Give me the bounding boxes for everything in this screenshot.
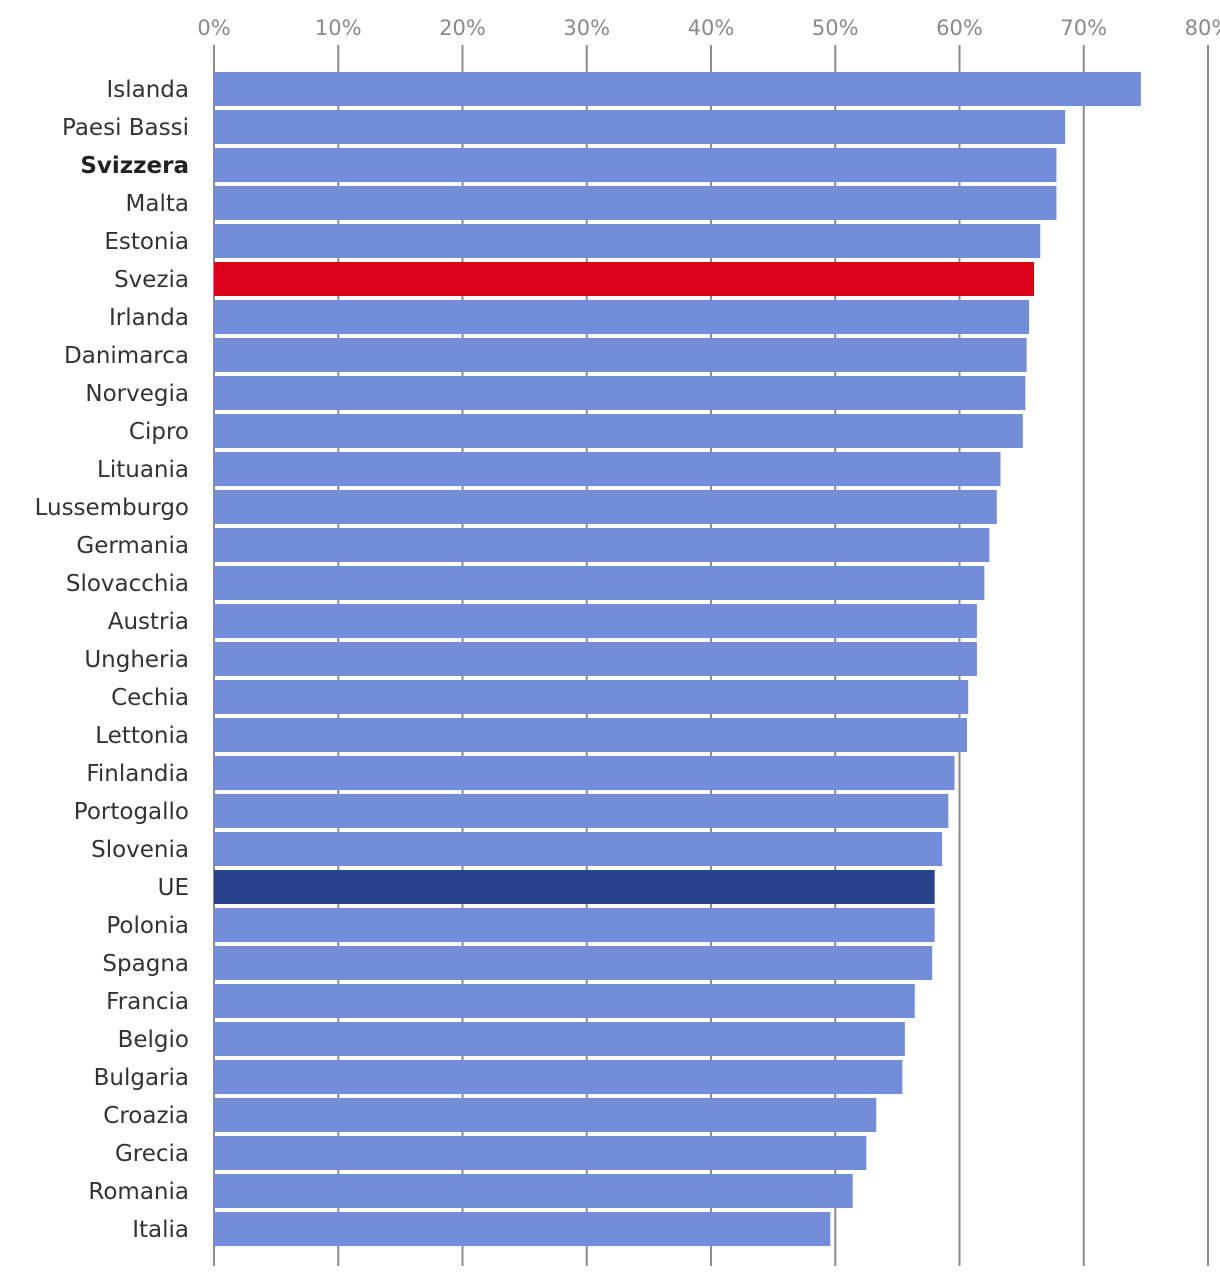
bar-bulgaria <box>214 1060 903 1094</box>
bar-lituania <box>214 452 1001 486</box>
bar-ungheria <box>214 642 977 676</box>
category-label: Estonia <box>104 229 189 255</box>
category-label: Irlanda <box>109 305 189 331</box>
category-label: Finlandia <box>86 761 189 787</box>
x-tick-label: 30% <box>563 16 610 40</box>
category-label: Portogallo <box>74 799 189 825</box>
x-tick-label: 70% <box>1060 16 1107 40</box>
bar-danimarca <box>214 338 1027 372</box>
bar-lettonia <box>214 718 967 752</box>
bar-francia <box>214 984 915 1018</box>
x-tick-label: 50% <box>812 16 859 40</box>
category-label: Grecia <box>115 1141 189 1167</box>
category-label: Slovenia <box>91 837 189 863</box>
bar-norvegia <box>214 376 1026 410</box>
category-label: Malta <box>126 191 189 217</box>
category-label: Cipro <box>129 419 189 445</box>
category-label: Paesi Bassi <box>62 115 189 141</box>
x-tick-label: 0% <box>197 16 230 40</box>
category-label: Slovacchia <box>66 571 189 597</box>
bars <box>214 72 1141 1246</box>
bar-germania <box>214 528 990 562</box>
bar-italia <box>214 1212 831 1246</box>
bar-cechia <box>214 680 969 714</box>
bar-romania <box>214 1174 853 1208</box>
x-tick-label: 20% <box>439 16 486 40</box>
category-label: Spagna <box>102 951 189 977</box>
category-label: Polonia <box>106 913 189 939</box>
bar-slovenia <box>214 832 943 866</box>
x-tick-label: 80% <box>1185 16 1220 40</box>
bar-slovacchia <box>214 566 985 600</box>
bar-irlanda <box>214 300 1030 334</box>
category-label: Cechia <box>111 685 189 711</box>
bar-polonia <box>214 908 935 942</box>
category-labels: Islanda Paesi Bassi Svizzera Malta Estonia Sv… <box>35 77 189 1243</box>
category-label: Bulgaria <box>94 1065 189 1091</box>
bar-islanda <box>214 72 1141 106</box>
x-tick-label: 10% <box>315 16 362 40</box>
category-label: Lituania <box>97 457 189 483</box>
bar-svezia <box>214 262 1035 296</box>
category-label: Islanda <box>106 77 189 103</box>
bar-belgio <box>214 1022 905 1056</box>
bar-spagna <box>214 946 933 980</box>
bar-svizzera <box>214 148 1057 182</box>
bar-austria <box>214 604 977 638</box>
bar-paesi-bassi <box>214 110 1066 144</box>
bar-finlandia <box>214 756 955 790</box>
bar-estonia <box>214 224 1041 258</box>
category-label: UE <box>158 875 189 901</box>
category-label: Svezia <box>114 267 189 293</box>
category-label: Francia <box>106 989 189 1015</box>
bar-ue <box>214 870 935 904</box>
category-label: Croazia <box>103 1103 189 1129</box>
bar-cipro <box>214 414 1023 448</box>
category-label: Italia <box>132 1217 189 1243</box>
category-label: Austria <box>108 609 189 635</box>
bar-lussemburgo <box>214 490 997 524</box>
category-label: Norvegia <box>85 381 189 407</box>
category-label: Belgio <box>118 1027 189 1053</box>
category-label: Danimarca <box>64 343 189 369</box>
bar-malta <box>214 186 1057 220</box>
x-axis-tick-labels: 0% 10% 20% 30% 40% 50% 60% 70% 80% <box>197 16 1220 40</box>
category-label: Romania <box>88 1179 189 1205</box>
x-tick-label: 60% <box>936 16 983 40</box>
category-label: Lussemburgo <box>35 495 189 521</box>
bar-grecia <box>214 1136 867 1170</box>
category-label: Germania <box>76 533 189 559</box>
category-label: Svizzera <box>80 153 189 179</box>
category-label: Lettonia <box>95 723 189 749</box>
bar-portogallo <box>214 794 949 828</box>
category-label: Ungheria <box>84 647 189 673</box>
bar-croazia <box>214 1098 877 1132</box>
x-tick-label: 40% <box>688 16 735 40</box>
